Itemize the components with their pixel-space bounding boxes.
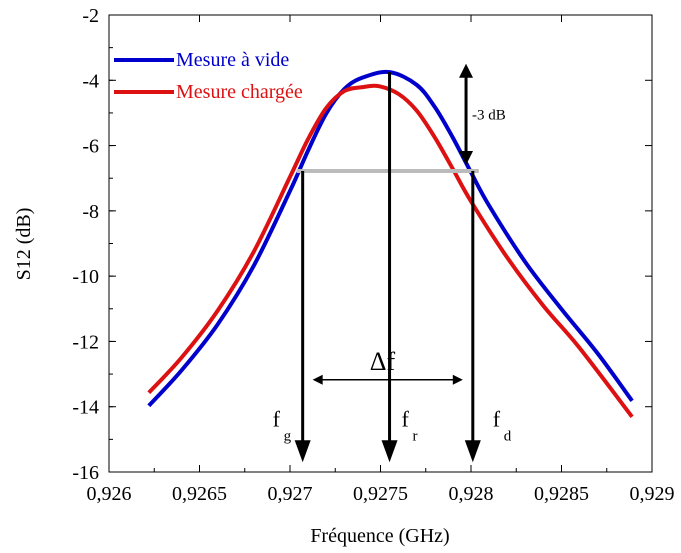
y-tick-label: -8 xyxy=(82,201,99,223)
y-tick-label: -4 xyxy=(82,70,99,92)
delta-f-arrow-right xyxy=(452,374,463,385)
y-tick-label: -14 xyxy=(72,397,99,419)
delta-f-label: Δf xyxy=(370,347,396,376)
series-line-mesure-a-vide xyxy=(147,69,634,408)
fd-label: f xyxy=(493,406,501,431)
fr-arrow-head xyxy=(381,440,398,463)
x-tick-label: 0,9275 xyxy=(353,483,408,505)
x-tick-label: 0,9265 xyxy=(172,483,227,505)
series-line-mesure-chargee xyxy=(147,83,634,419)
legend-label-mesure-chargee: Mesure chargée xyxy=(176,81,303,103)
fr-label: f xyxy=(402,406,410,431)
delta-f-arrow-left xyxy=(312,374,323,385)
fg-label-sub: g xyxy=(284,428,292,444)
fd-label-sub: d xyxy=(504,428,512,444)
x-tick-label: 0,929 xyxy=(630,483,675,505)
minus-3db-arrow-bottom xyxy=(459,151,474,166)
x-axis-label: Fréquence (GHz) xyxy=(310,525,449,547)
x-tick-label: 0,927 xyxy=(268,483,313,505)
fr-label-sub: r xyxy=(413,428,418,444)
y-tick-label: -6 xyxy=(82,136,99,158)
minus-3db-label: -3 dB xyxy=(472,107,506,123)
y-tick-label: -16 xyxy=(72,462,99,484)
fd-arrow-head xyxy=(464,440,481,463)
minus-3db-arrow-top xyxy=(459,63,474,78)
fg-arrow-head xyxy=(294,440,311,463)
y-tick-label: -10 xyxy=(72,266,99,288)
y-tick-label: -2 xyxy=(82,5,99,27)
y-tick-label: -12 xyxy=(72,331,99,353)
x-tick-label: 0,926 xyxy=(87,483,132,505)
x-tick-label: 0,9285 xyxy=(534,483,589,505)
legend-label-mesure-a-vide: Mesure à vide xyxy=(176,49,289,71)
fg-label: f xyxy=(273,406,281,431)
y-axis-label: S12 (dB) xyxy=(13,208,35,281)
x-tick-label: 0,928 xyxy=(449,483,494,505)
